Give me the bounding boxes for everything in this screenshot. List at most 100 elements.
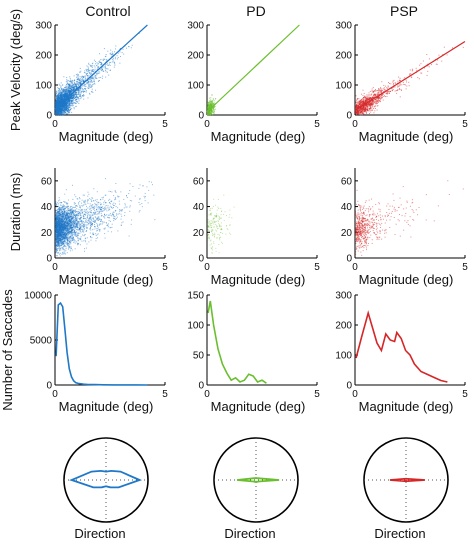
duration-point <box>55 234 57 236</box>
velocity-point <box>68 79 70 81</box>
velocity-point <box>111 55 113 57</box>
velocity-point <box>365 96 367 98</box>
velocity-point <box>64 89 66 91</box>
velocity-point <box>95 75 97 77</box>
velocity-point <box>367 98 369 100</box>
velocity-point <box>89 72 91 74</box>
velocity-point <box>58 92 60 94</box>
velocity-point <box>70 96 72 98</box>
velocity-point <box>80 95 82 97</box>
velocity-point <box>91 85 93 87</box>
velocity-point <box>64 87 66 89</box>
velocity-point <box>396 82 398 84</box>
velocity-point <box>56 97 58 99</box>
velocity-point <box>371 98 373 100</box>
velocity-point <box>65 110 67 112</box>
velocity-point <box>71 88 73 90</box>
duration-point <box>76 235 78 237</box>
velocity-point <box>210 101 212 103</box>
velocity-point <box>119 51 121 53</box>
velocity-point <box>363 99 365 101</box>
velocity-point <box>370 94 372 96</box>
duration-point <box>70 246 72 248</box>
velocity-point <box>209 111 211 113</box>
duration-control-ytick-label: 60 <box>41 176 53 187</box>
velocity-point <box>106 67 108 69</box>
velocity-point <box>66 100 68 102</box>
duration-point <box>55 239 57 241</box>
velocity-point <box>376 90 378 92</box>
velocity-point <box>62 90 64 92</box>
velocity-point <box>394 90 396 92</box>
velocity-point <box>211 110 213 112</box>
velocity-point <box>363 92 365 94</box>
velocity-point <box>93 73 95 75</box>
velocity-point <box>74 102 76 104</box>
velocity-point <box>59 112 61 114</box>
velocity-point <box>64 100 66 102</box>
duration-point <box>55 242 57 244</box>
duration-point <box>108 190 110 192</box>
velocity-point <box>212 107 214 109</box>
velocity-point <box>105 71 107 73</box>
velocity-point <box>375 97 377 99</box>
velocity-point <box>66 89 68 91</box>
duration-point <box>60 242 62 244</box>
velocity-point <box>60 101 62 103</box>
velocity-point <box>55 111 57 113</box>
velocity-point <box>209 102 211 104</box>
velocity-point <box>61 97 63 99</box>
velocity-point <box>119 62 121 64</box>
velocity-point <box>368 110 370 112</box>
velocity-point <box>364 104 366 106</box>
velocity-point <box>372 92 374 94</box>
velocity-point <box>79 95 81 97</box>
velocity-point <box>92 80 94 82</box>
velocity-point <box>60 114 62 116</box>
velocity-point <box>109 62 111 64</box>
velocity-point <box>68 104 70 106</box>
velocity-point <box>66 85 68 87</box>
velocity-point <box>374 105 376 107</box>
velocity-point <box>358 106 360 108</box>
velocity-point <box>90 65 92 67</box>
velocity-point <box>213 99 215 101</box>
velocity-point <box>379 92 381 94</box>
velocity-point <box>68 91 70 93</box>
velocity-point <box>394 86 396 88</box>
velocity-point <box>66 105 68 107</box>
duration-point <box>81 225 83 227</box>
velocity-point <box>61 105 63 107</box>
velocity-point <box>61 88 63 90</box>
velocity-point <box>73 101 75 103</box>
velocity-point <box>356 99 358 101</box>
velocity-point <box>368 96 370 98</box>
velocity-point <box>92 76 94 78</box>
duration-point <box>120 213 122 215</box>
duration-point <box>83 231 85 233</box>
velocity-point <box>70 83 72 85</box>
velocity-point <box>74 88 76 90</box>
velocity-point <box>211 101 213 103</box>
velocity-point <box>376 109 378 111</box>
velocity-point <box>56 108 58 110</box>
velocity-point <box>377 92 379 94</box>
velocity-point <box>209 98 211 100</box>
velocity-point <box>66 99 68 101</box>
velocity-point <box>89 84 91 86</box>
velocity-point <box>79 80 81 82</box>
velocity-point <box>78 88 80 90</box>
velocity-point <box>361 114 363 116</box>
velocity-point <box>59 111 61 113</box>
velocity-point <box>56 101 58 103</box>
duration-point <box>129 190 131 192</box>
duration-point <box>64 193 66 195</box>
velocity-point <box>366 98 368 100</box>
velocity-point <box>69 83 71 85</box>
velocity-point <box>55 105 57 107</box>
velocity-point <box>68 100 70 102</box>
velocity-point <box>213 102 215 104</box>
velocity-point <box>58 100 60 102</box>
ylabel-velocity: Peak Velocity (deg/s) <box>8 9 23 131</box>
velocity-point <box>93 82 95 84</box>
